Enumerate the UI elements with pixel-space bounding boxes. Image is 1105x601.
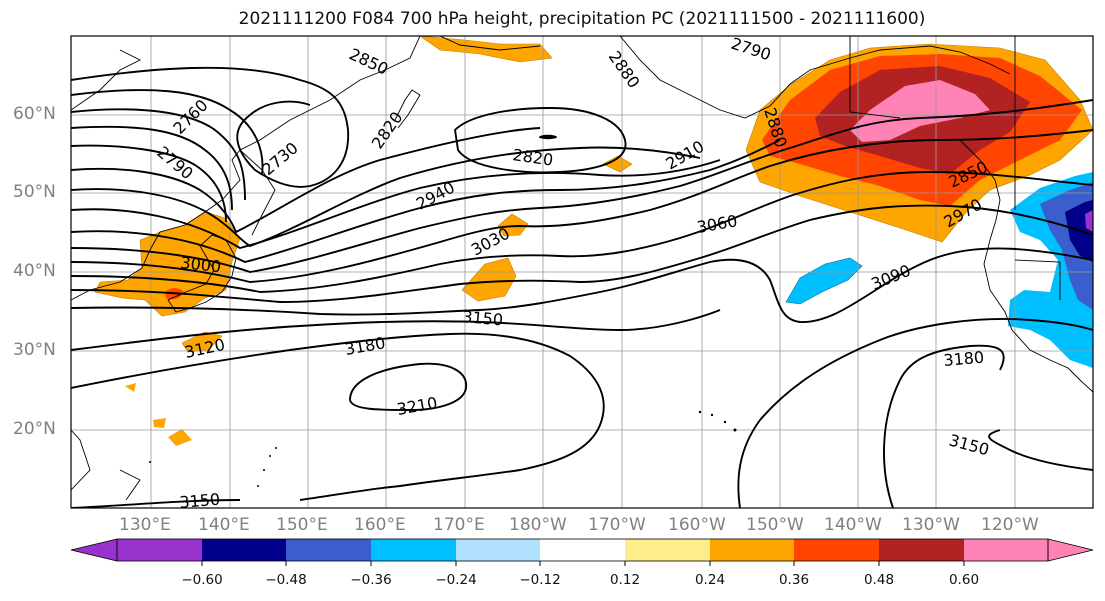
colorbar-tick-label: 0.12 xyxy=(609,572,641,588)
colorbar-segment xyxy=(879,539,964,561)
lon-label: 130°W xyxy=(902,515,960,535)
precip-area-small-1 xyxy=(168,429,192,446)
colorbar-segment xyxy=(540,539,625,561)
colorbar-segment xyxy=(456,539,540,561)
contour-label: 2820 xyxy=(511,145,554,169)
colorbar-tick-label: 0.24 xyxy=(694,572,726,588)
precip-area-bering xyxy=(419,36,553,63)
colorbar-extend-low xyxy=(70,538,118,562)
precip-area-pacific-3 xyxy=(461,257,517,302)
colorbar-segment xyxy=(117,539,202,561)
contour-label: 2880 xyxy=(605,47,644,91)
precip-area-pacific-2 xyxy=(497,213,529,237)
precip-area-alaska-pink xyxy=(850,80,990,142)
lon-label: 150°E xyxy=(276,515,328,535)
gridlines xyxy=(71,36,1093,508)
lon-label: 160°W xyxy=(668,515,726,535)
precip-area-small-3 xyxy=(125,383,136,392)
contour-label: 2940 xyxy=(413,178,458,214)
contour-label: 3150 xyxy=(462,307,504,329)
contour-label: 2850 xyxy=(346,44,391,78)
lon-label: 130°E xyxy=(119,515,171,535)
colorbar-tick-label: 0.36 xyxy=(778,572,810,588)
colorbar xyxy=(70,538,1094,566)
contour-label: 2790 xyxy=(729,34,774,65)
lon-label: 120°W xyxy=(981,515,1039,535)
contour-label: 3150 xyxy=(179,490,221,512)
map-frame xyxy=(70,35,1094,509)
colorbar-segment xyxy=(710,539,794,561)
colorbar-tick-label: 0.48 xyxy=(863,572,895,588)
map-title: 2021111200 F084 700 hPa height, precipit… xyxy=(238,9,926,29)
colorbar-segment xyxy=(202,539,286,561)
lat-label: 50°N xyxy=(13,182,56,202)
islands xyxy=(149,134,737,487)
lat-label: 40°N xyxy=(13,261,56,281)
precip-area-na-purple xyxy=(1085,210,1093,232)
contour-label: 3090 xyxy=(868,261,913,294)
colorbar-tick-label: −0.60 xyxy=(181,572,223,588)
contour-label: 3150 xyxy=(947,431,991,460)
precip-area-pacific-1 xyxy=(602,155,633,173)
contour-label: 2730 xyxy=(258,138,301,179)
colorbar-segment xyxy=(625,539,710,561)
lon-label: 170°E xyxy=(433,515,485,535)
colorbar-ticks xyxy=(201,561,965,566)
colorbar-frame xyxy=(116,538,1049,562)
colorbar-tick-label: −0.48 xyxy=(265,572,307,588)
coastlines xyxy=(71,36,1093,501)
contour-label: 2910 xyxy=(663,137,708,174)
colorbar-tick-label: −0.36 xyxy=(350,572,392,588)
contour-label: 2790 xyxy=(153,143,196,184)
lon-label: 180°W xyxy=(509,515,567,535)
height-contours xyxy=(71,66,1093,508)
colorbar-tick-label: −0.24 xyxy=(435,572,477,588)
precip-area-pacific-blue xyxy=(785,257,863,305)
contour-label: 3210 xyxy=(395,393,438,419)
lon-label: 140°E xyxy=(198,515,250,535)
contour-label: 3180 xyxy=(943,348,985,370)
colorbar-segment xyxy=(286,539,371,561)
colorbar-tick-label: −0.12 xyxy=(519,572,561,588)
precip-fill-layer xyxy=(94,36,1093,446)
precip-area-small-2 xyxy=(153,418,166,428)
contour-label: 3180 xyxy=(343,333,386,359)
colorbar-segment xyxy=(371,539,456,561)
lon-label: 170°W xyxy=(588,515,646,535)
colorbar-tick-label: 0.60 xyxy=(948,572,980,588)
lat-label: 20°N xyxy=(13,419,56,439)
lon-label: 160°E xyxy=(354,515,406,535)
lat-label: 60°N xyxy=(13,104,56,124)
lat-label: 30°N xyxy=(13,340,56,360)
lon-label: 150°W xyxy=(746,515,804,535)
colorbar-segment xyxy=(794,539,879,561)
colorbar-segment xyxy=(964,539,1048,561)
lon-label: 140°W xyxy=(824,515,882,535)
contour-label: 2760 xyxy=(169,96,211,138)
contour-label: 3000 xyxy=(180,253,222,276)
colorbar-extend-high xyxy=(1047,538,1094,562)
contour-label: 3120 xyxy=(183,335,227,362)
